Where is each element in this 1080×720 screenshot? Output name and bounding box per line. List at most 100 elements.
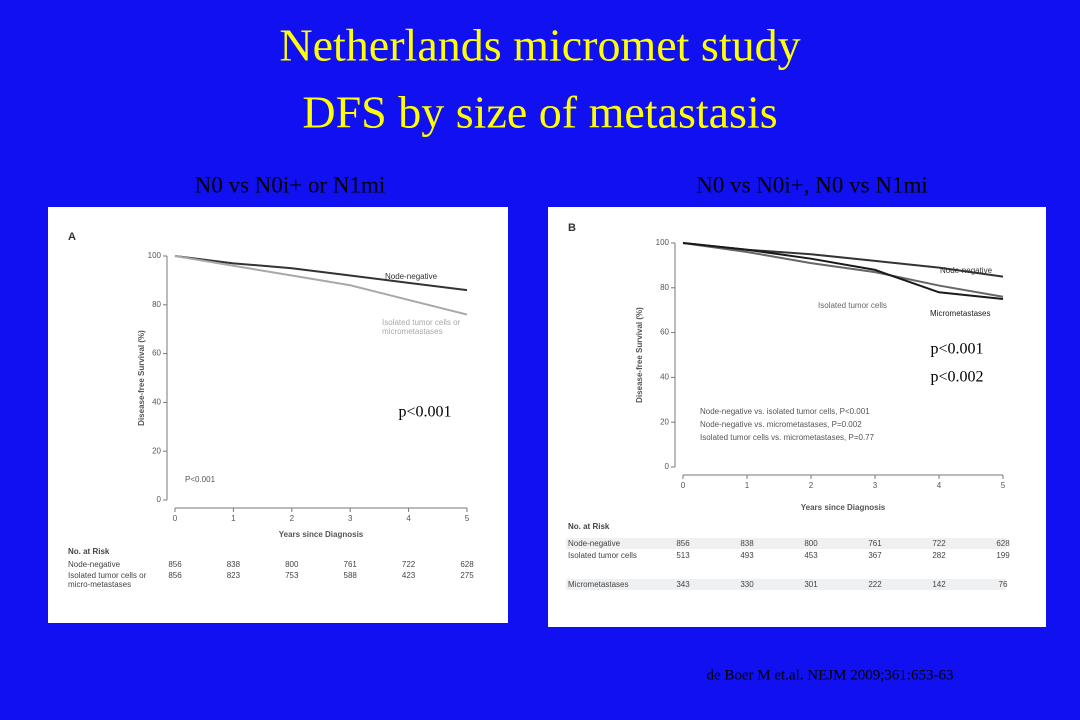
risk-value: 513: [676, 551, 690, 560]
x-tick-label: 0: [173, 514, 178, 523]
risk-value: 722: [402, 560, 416, 569]
risk-row-bg: [566, 550, 1006, 561]
risk-row-label: Micrometastases: [568, 580, 629, 589]
risk-value: 199: [996, 551, 1010, 560]
citation: de Boer M et.al. NEJM 2009;361:653-63: [706, 667, 953, 683]
x-tick-label: 3: [348, 514, 353, 523]
chart-subtitle: N0 vs N0i+, N0 vs N1mi: [696, 172, 927, 197]
risk-row-bg: [566, 579, 1006, 590]
series-label: Isolated tumor cells: [818, 301, 887, 310]
risk-value: 301: [804, 580, 818, 589]
y-tick-label: 100: [656, 238, 670, 247]
risk-value: 330: [740, 580, 754, 589]
risk-row-label-box: Node-negative: [68, 560, 121, 569]
x-tick-label: 4: [937, 481, 942, 490]
risk-value: 838: [740, 539, 754, 548]
y-tick-label: 0: [665, 462, 670, 471]
series-label-box: Isolated tumor cells: [818, 301, 887, 310]
chart-subtitle: N0 vs N0i+ or N1mi: [195, 172, 386, 197]
risk-title: No. at Risk: [568, 522, 610, 531]
risk-value: 761: [868, 539, 882, 548]
series-label: Node-negative: [940, 266, 993, 275]
series-label-box: Micrometastases: [930, 309, 991, 318]
y-tick-label: 60: [152, 349, 161, 358]
x-tick-label: 0: [681, 481, 686, 490]
risk-value: 722: [932, 539, 946, 548]
y-axis-label: Disease-free Survival (%): [635, 307, 644, 403]
x-axis-label: Years since Diagnosis: [801, 503, 886, 512]
risk-value: 856: [676, 539, 690, 548]
risk-value: 76: [999, 580, 1008, 589]
y-tick-label: 40: [660, 373, 669, 382]
risk-row-label-box: Micrometastases: [568, 580, 629, 589]
x-tick-label: 5: [465, 514, 470, 523]
risk-value: 275: [460, 571, 474, 580]
risk-value: 588: [344, 571, 358, 580]
series-label-box: Isolated tumor cells or micrometastases: [382, 318, 461, 336]
series-label: Micrometastases: [930, 309, 991, 318]
x-axis-label: Years since Diagnosis: [279, 530, 364, 539]
x-tick-label: 4: [406, 514, 411, 523]
risk-value: 753: [285, 571, 299, 580]
annotation: Isolated tumor cells vs. micrometastases…: [700, 433, 875, 442]
series-label: Isolated tumor cells or micrometastases: [382, 318, 461, 336]
x-tick-label: 1: [745, 481, 750, 490]
survival-line: [682, 242, 1004, 300]
series-label-box: Node-negative: [940, 266, 993, 275]
slide-title: Netherlands micromet study: [279, 20, 800, 71]
series-label: Node-negative: [385, 272, 438, 281]
y-tick-label: 60: [660, 328, 669, 337]
risk-row-label: Isolated tumor cells: [568, 551, 637, 560]
survival-line: [682, 242, 1004, 298]
annotation: Node-negative vs. isolated tumor cells, …: [700, 407, 870, 416]
y-tick-label: 80: [660, 283, 669, 292]
risk-value: 800: [285, 560, 299, 569]
y-tick-label: 20: [152, 446, 161, 455]
risk-row-label: Node-negative: [68, 560, 121, 569]
x-tick-label: 3: [873, 481, 878, 490]
y-axis-label: Disease-free Survival (%): [137, 330, 146, 426]
risk-row-bg: [566, 538, 1006, 549]
risk-row-label: Isolated tumor cells or micro-metastases: [68, 571, 147, 589]
y-tick-label: 0: [157, 495, 162, 504]
y-tick-label: 100: [148, 251, 162, 260]
risk-row-label-box: Isolated tumor cells: [568, 551, 637, 560]
y-tick-label: 20: [660, 417, 669, 426]
panel: [48, 207, 508, 623]
risk-value: 222: [868, 580, 882, 589]
risk-value: 423: [402, 571, 416, 580]
slide-title: DFS by size of metastasis: [302, 87, 777, 138]
risk-value: 453: [804, 551, 818, 560]
risk-title: No. at Risk: [68, 547, 110, 556]
risk-value: 628: [996, 539, 1010, 548]
risk-row-label: Node-negative: [568, 539, 621, 548]
risk-row-label-box: Isolated tumor cells or micro-metastases: [68, 571, 147, 589]
y-tick-label: 80: [152, 300, 161, 309]
risk-value: 856: [168, 571, 182, 580]
risk-value: 282: [932, 551, 946, 560]
survival-line: [174, 255, 468, 316]
risk-value: 142: [932, 580, 946, 589]
risk-value: 367: [868, 551, 882, 560]
series-label-box: Node-negative: [385, 272, 438, 281]
x-tick-label: 1: [231, 514, 236, 523]
risk-value: 800: [804, 539, 818, 548]
risk-value: 761: [344, 560, 358, 569]
risk-value: 838: [227, 560, 241, 569]
panel-letter: B: [568, 222, 576, 234]
panel-letter: A: [68, 231, 76, 243]
p-value: p<0.002: [930, 369, 983, 386]
risk-value: 628: [460, 560, 474, 569]
y-tick-label: 40: [152, 398, 161, 407]
risk-value: 493: [740, 551, 754, 560]
survival-line: [174, 255, 468, 292]
risk-row-label-box: Node-negative: [568, 539, 621, 548]
p-value: p<0.001: [930, 341, 983, 358]
x-tick-label: 2: [809, 481, 814, 490]
p-value: p<0.001: [398, 404, 451, 421]
risk-value: 823: [227, 571, 241, 580]
risk-value: 856: [168, 560, 182, 569]
annotation: P<0.001: [185, 475, 216, 484]
